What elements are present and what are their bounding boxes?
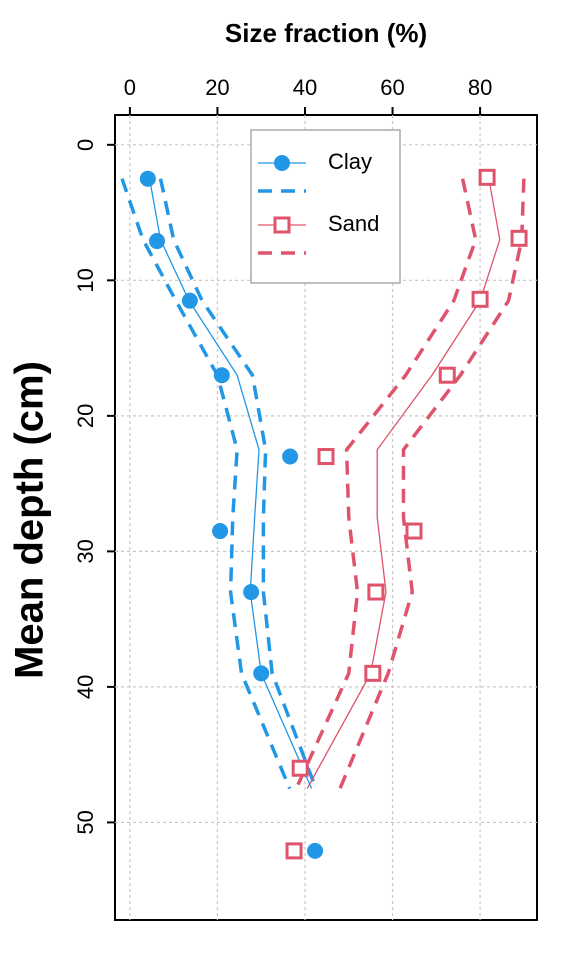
legend-box <box>250 129 401 284</box>
data-point <box>282 448 299 465</box>
data-point <box>405 522 423 540</box>
legend-marker <box>273 216 291 234</box>
data-point <box>367 583 385 601</box>
y-tick-label: 50 <box>73 810 98 834</box>
data-point <box>253 665 270 682</box>
chart-title: Size fraction (%) <box>225 18 427 48</box>
y-tick-label: 40 <box>73 675 98 699</box>
legend-marker <box>274 155 290 171</box>
data-point <box>317 448 335 466</box>
confidence-line <box>338 178 526 790</box>
data-point <box>471 290 489 308</box>
data-point <box>285 842 303 860</box>
y-tick-label: 10 <box>73 268 98 292</box>
confidence-line <box>158 178 318 790</box>
plot-frame <box>114 114 538 921</box>
fit-line <box>148 178 313 789</box>
fit-line <box>306 178 501 789</box>
data-point <box>181 292 198 309</box>
data-point <box>307 842 324 859</box>
data-point <box>478 168 496 186</box>
data-point <box>291 759 309 777</box>
y-tick-label: 30 <box>73 539 98 563</box>
y-axis-label: Mean depth (cm) <box>8 361 52 679</box>
x-tick-label: 40 <box>293 75 317 100</box>
data-point <box>243 584 260 601</box>
confidence-line <box>294 178 478 790</box>
x-tick-label: 20 <box>205 75 229 100</box>
x-tick-label: 80 <box>468 75 492 100</box>
data-point <box>139 170 156 187</box>
y-tick-label: 20 <box>73 404 98 428</box>
data-point <box>149 233 166 250</box>
data-point <box>510 229 528 247</box>
data-point <box>438 366 456 384</box>
y-tick-label: 0 <box>73 139 98 151</box>
data-point <box>364 664 382 682</box>
legend-label: Clay <box>328 149 372 174</box>
confidence-line <box>120 178 292 790</box>
data-point <box>212 523 229 540</box>
data-point <box>213 367 230 384</box>
x-tick-label: 60 <box>380 75 404 100</box>
legend-label: Sand <box>328 211 379 236</box>
x-tick-label: 0 <box>124 75 136 100</box>
